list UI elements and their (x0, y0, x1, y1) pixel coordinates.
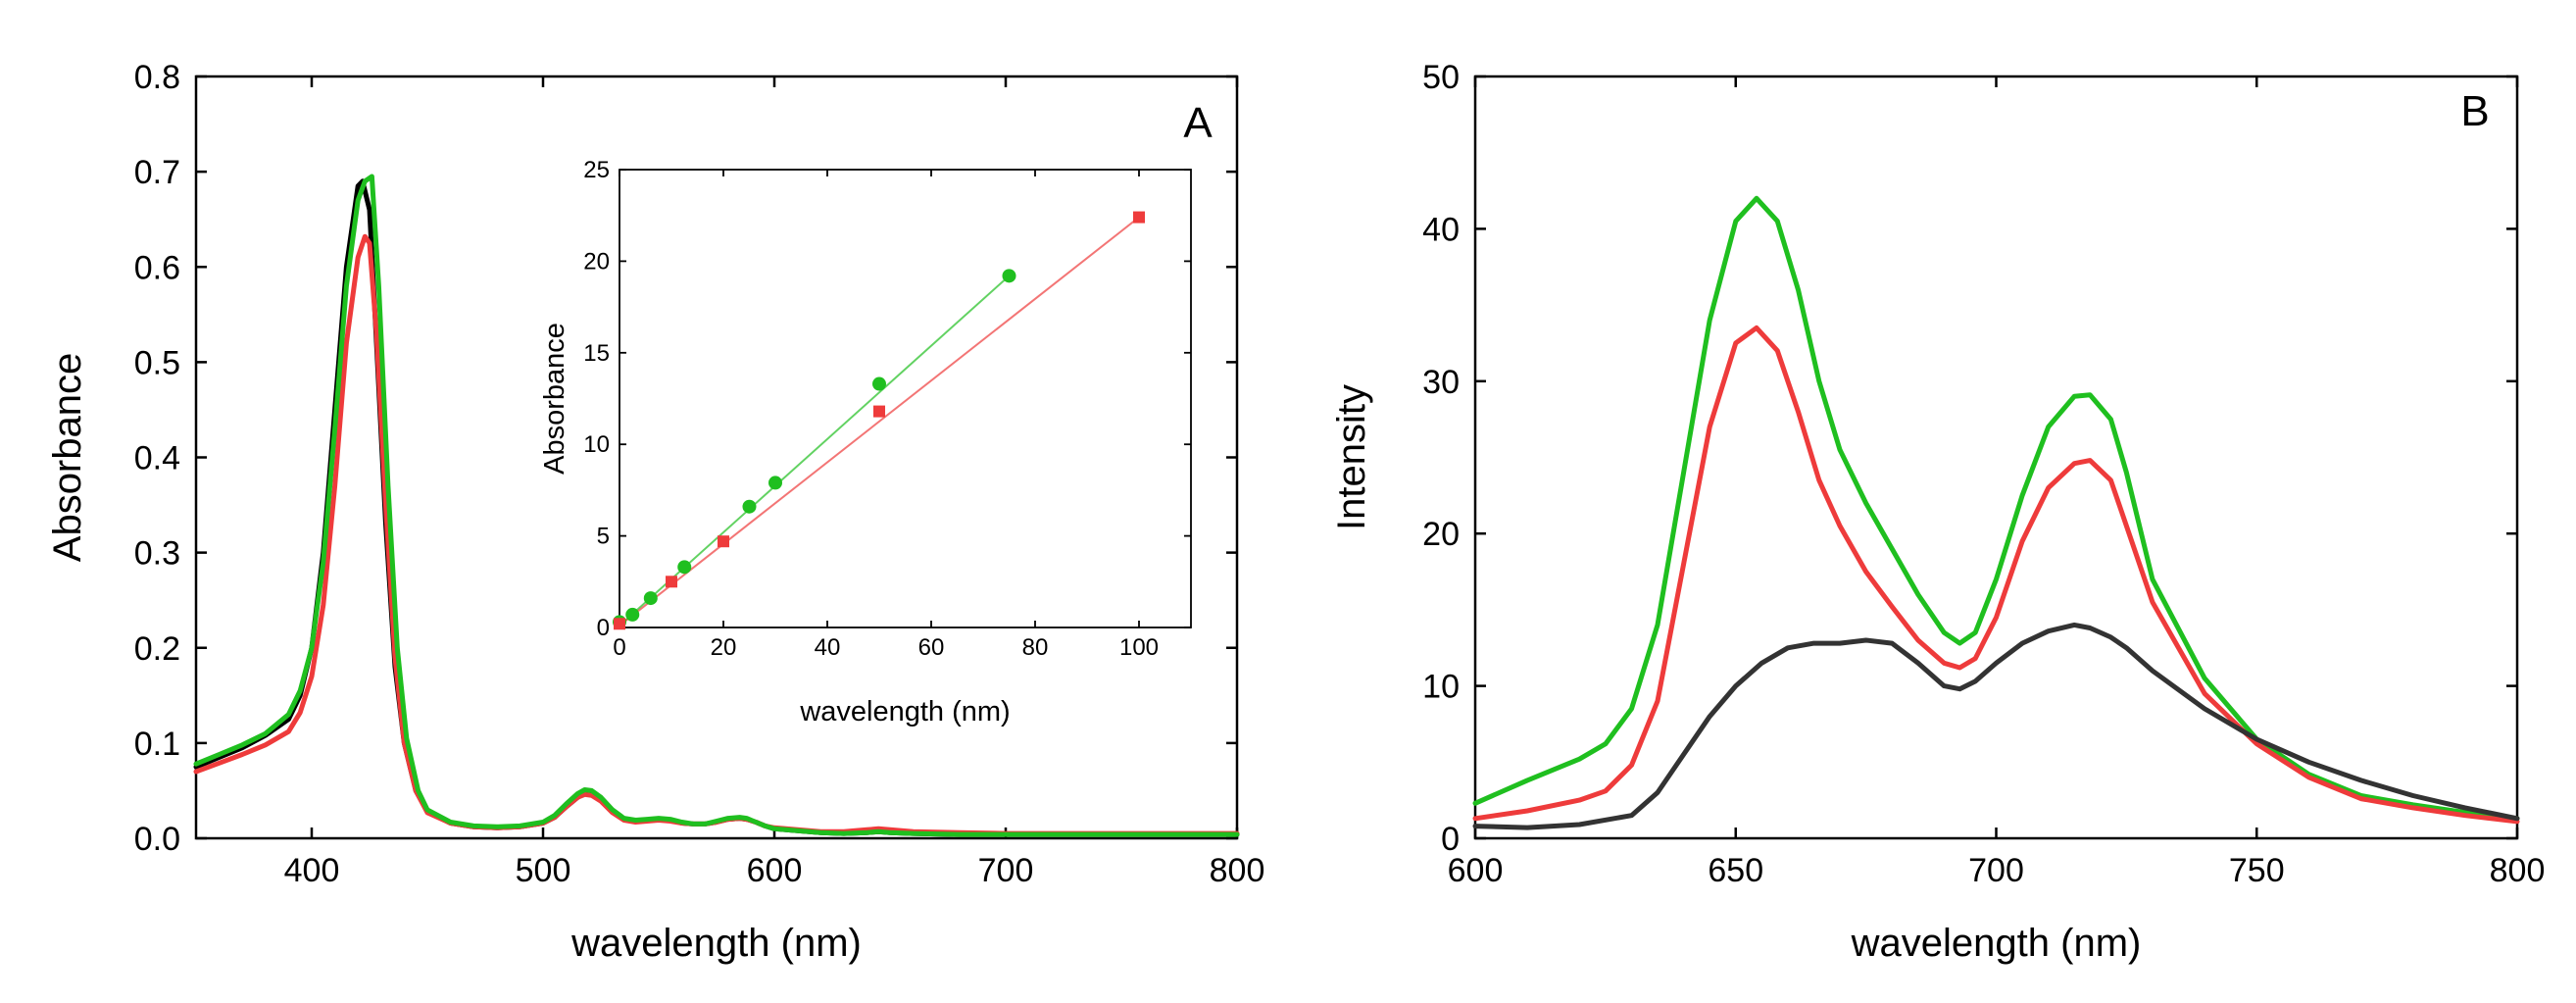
panel-a-x-tick-label: 600 (747, 852, 803, 889)
panel-b-x-tick-label: 600 (1448, 852, 1504, 889)
panel-b-letter: B (2460, 87, 2489, 135)
panel-b-y-axis-label: Intensity (1330, 384, 1373, 530)
inset-fit-line-green (619, 275, 1011, 627)
inset-y-tick-label: 15 (583, 340, 610, 367)
panel-a-letter: A (1183, 99, 1213, 147)
inset-point-red (614, 618, 625, 630)
panel-b-x-axis-label: wavelength (nm) (1851, 922, 2142, 965)
panel-b-x-tick-label: 650 (1708, 852, 1763, 889)
inset-plot-frame (619, 169, 1192, 628)
panel-b-y-tick-label: 20 (1422, 516, 1460, 553)
panel-a-series-black-line (193, 178, 1240, 837)
panel-b-x-tick-label: 800 (2490, 852, 2546, 889)
inset-point-red (873, 405, 885, 418)
panel-b-y-tick-label: 40 (1422, 211, 1460, 248)
panel-b-series-green-line (1472, 195, 2520, 822)
inset-y-axis-label: Absorbance (539, 323, 570, 475)
inset-x-axis-label: wavelength (nm) (799, 696, 1010, 727)
panel-a-y-tick-label: 0.2 (134, 630, 180, 668)
inset-point-green (643, 591, 658, 606)
inset-x-tick-label: 40 (815, 634, 841, 661)
panel-a-y-axis-label: Absorbance (46, 353, 89, 562)
panel-a-x-tick-label: 800 (1210, 852, 1265, 889)
panel-a-y-tick-label: 0.4 (134, 440, 180, 477)
panel-b-series-red-line (1472, 325, 2520, 825)
inset-x-tick-label: 100 (1119, 634, 1159, 661)
panel-b-y-tick-label: 50 (1422, 59, 1460, 96)
panel-b-intensity-chart: 600 650 700 750 800 0 10 20 30 40 50 wavelength (nm… (1330, 59, 2545, 965)
panel-b-plot-frame (1473, 75, 2519, 840)
inset-x-tick-label: 60 (918, 634, 945, 661)
panel-b-x-tick-label: 700 (1968, 852, 2024, 889)
panel-a-series-green-line (193, 174, 1240, 837)
panel-b-series-black-line (1472, 622, 2520, 830)
inset-point-green (872, 376, 886, 391)
inset-y-tick-label: 25 (583, 157, 610, 183)
panel-a-x-axis-label: wavelength (nm) (570, 922, 862, 965)
inset-point-green (742, 499, 757, 514)
inset-fit-line-red (619, 216, 1140, 627)
inset-point-green (625, 607, 640, 622)
inset-x-tick-label: 0 (613, 634, 625, 661)
inset-y-tick-label: 20 (583, 248, 610, 275)
panel-a-y-tick-label: 0.6 (134, 249, 180, 286)
inset-x-tick-label: 80 (1022, 634, 1049, 661)
inset-point-red (666, 576, 677, 588)
panel-a-x-tick-label: 500 (516, 852, 571, 889)
panel-a-y-tick-label: 0.0 (134, 821, 180, 858)
inset-point-green (768, 476, 782, 490)
inset-x-tick-label: 20 (711, 634, 737, 661)
inset-y-tick-label: 0 (597, 615, 610, 641)
inset-point-red (718, 535, 729, 548)
panel-a-y-tick-label: 0.5 (134, 344, 180, 381)
inset-y-tick-label: 10 (583, 431, 610, 458)
inset-point-green (677, 560, 692, 575)
panel-a-inset-chart: 0 20 40 60 80 100 0 5 10 15 20 25 wavelength (nm) Abs… (539, 157, 1192, 727)
panel-a-x-tick-label: 400 (284, 852, 340, 889)
panel-b-y-tick-label: 10 (1422, 669, 1460, 706)
panel-a-y-tick-label: 0.8 (134, 59, 180, 96)
inset-y-tick-label: 5 (597, 524, 610, 550)
panel-a-absorbance-chart: 400 500 600 700 8000.00.10.20.30.40.50.60.70… (46, 59, 1264, 965)
panel-a-series-red-line (193, 233, 1240, 836)
panel-b-y-tick-label: 0 (1441, 821, 1460, 858)
panel-a-y-tick-label: 0.3 (134, 535, 180, 573)
panel-b-y-tick-label: 30 (1422, 364, 1460, 401)
panel-a-y-tick-label: 0.7 (134, 154, 180, 191)
panel-a-y-tick-label: 0.1 (134, 726, 180, 763)
inset-point-green (1002, 269, 1016, 283)
panel-a-plot-frame (194, 75, 1239, 840)
panel-a-x-tick-label: 700 (978, 852, 1034, 889)
inset-point-red (1133, 211, 1145, 224)
panel-b-x-tick-label: 750 (2229, 852, 2285, 889)
